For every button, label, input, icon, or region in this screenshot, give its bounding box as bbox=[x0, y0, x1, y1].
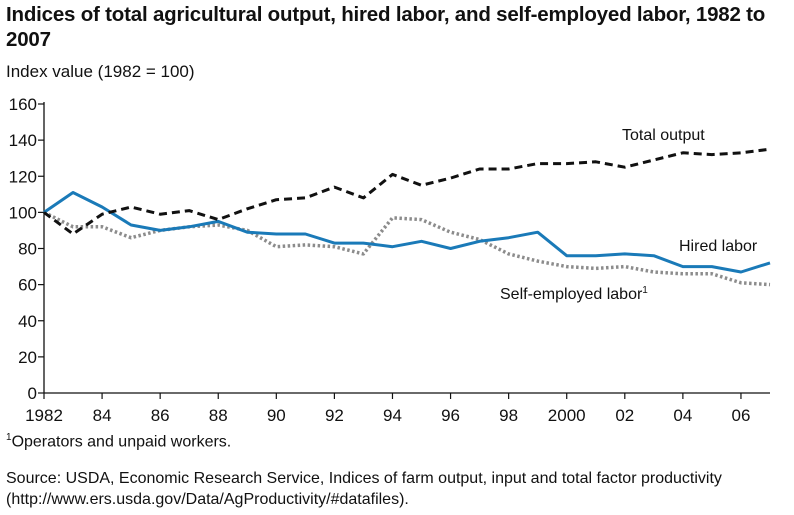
x-tick-label: 98 bbox=[499, 406, 518, 425]
series-line-self-employed-labor bbox=[43, 210, 771, 287]
y-tick-label: 20 bbox=[18, 348, 37, 367]
x-tick-label: 04 bbox=[673, 406, 692, 425]
x-tick-label: 88 bbox=[209, 406, 228, 425]
chart-series bbox=[43, 147, 771, 287]
y-tick-label: 40 bbox=[18, 312, 37, 331]
x-tick-label: 86 bbox=[151, 406, 170, 425]
y-tick-label: 140 bbox=[9, 131, 37, 150]
series-line-total-output bbox=[43, 147, 771, 236]
series-label-footnote-marker: 1 bbox=[642, 285, 648, 296]
x-tick-label: 1982 bbox=[25, 406, 63, 425]
x-tick-label: 96 bbox=[441, 406, 460, 425]
x-tick-label: 84 bbox=[93, 406, 112, 425]
y-tick-label: 0 bbox=[28, 384, 37, 403]
chart-title: Indices of total agricultural output, hi… bbox=[6, 3, 766, 51]
y-tick-label: 120 bbox=[9, 167, 37, 186]
footnote-text: Operators and unpaid workers. bbox=[11, 433, 232, 451]
y-tick-label: 80 bbox=[18, 240, 37, 259]
series-label-total-output: Total output bbox=[622, 127, 705, 144]
series-label-self-employed-labor: Self-employed labor1 bbox=[500, 285, 648, 303]
footnote-marker: 1 bbox=[6, 432, 12, 443]
y-tick-label: 60 bbox=[18, 276, 37, 295]
y-tick-label: 100 bbox=[9, 203, 37, 222]
footnote: 1Operators and unpaid workers. bbox=[6, 432, 231, 451]
x-tick-label: 06 bbox=[731, 406, 750, 425]
x-tick-label: 90 bbox=[267, 406, 286, 425]
source-note: Source: USDA, Economic Research Service,… bbox=[6, 470, 722, 508]
x-tick-label: 2000 bbox=[548, 406, 586, 425]
y-axis-label: Index value (1982 = 100) bbox=[6, 62, 195, 81]
series-line-hired-labor bbox=[43, 191, 771, 274]
chart-series-labels: Total output Hired labor Self-employed lab… bbox=[500, 127, 758, 303]
x-tick-label: 92 bbox=[325, 406, 344, 425]
x-tick-label: 94 bbox=[383, 406, 402, 425]
x-tick-label: 02 bbox=[615, 406, 634, 425]
y-tick-label: 160 bbox=[9, 95, 37, 114]
series-label-hired-labor: Hired labor bbox=[679, 238, 758, 255]
